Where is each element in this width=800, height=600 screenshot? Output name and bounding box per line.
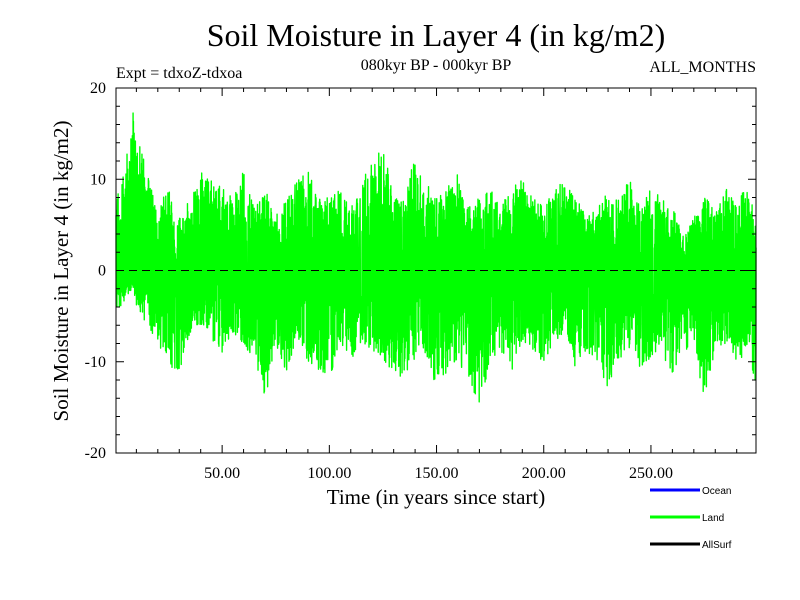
y-tick-label: 10 (90, 171, 106, 188)
plot-area (115, 87, 757, 454)
series-line-land (115, 112, 757, 403)
y-tick-label: 20 (90, 80, 106, 97)
series-layer (115, 112, 757, 403)
legend: Ocean Land AllSurf (650, 486, 732, 551)
y-axis-label: Soil Moisture in Layer 4 (in kg/m2) (49, 121, 73, 422)
x-tick-label: 50.00 (204, 465, 240, 482)
legend-label: AllSurf (702, 540, 732, 551)
chart-subtitle-center: 080kyr BP - 000kyr BP (361, 57, 512, 74)
x-tick-label: 200.00 (522, 465, 566, 482)
y-tick-label: -10 (85, 354, 106, 371)
chart-title: Soil Moisture in Layer 4 (in kg/m2) (207, 17, 666, 53)
y-tick-label: 0 (98, 263, 106, 280)
chart-subtitle-right: ALL_MONTHS (649, 59, 756, 76)
y-tick-label: -20 (85, 445, 106, 462)
x-tick-label: 100.00 (307, 465, 351, 482)
axis-tick-labels: 50.00 100.00 150.00 200.00 250.00 -20 -10 0 10 20 (85, 80, 673, 482)
axis-ticks (116, 88, 756, 453)
legend-label: Land (702, 513, 724, 524)
x-tick-label: 250.00 (629, 465, 673, 482)
chart-subtitle-left: Expt = tdxoZ-tdxoa (116, 65, 242, 82)
x-axis-label: Time (in years since start) (327, 485, 546, 509)
legend-label: Ocean (702, 486, 731, 497)
x-tick-label: 150.00 (415, 465, 459, 482)
